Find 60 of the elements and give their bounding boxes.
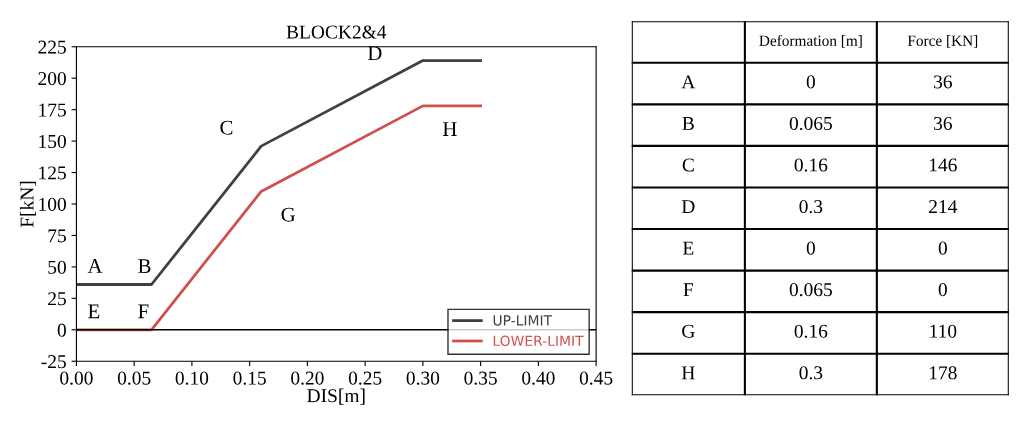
y-tick-label: -25: [41, 355, 66, 369]
data-label: 0.065: [789, 283, 832, 297]
y-tick-label: 0: [57, 323, 66, 337]
data-label: 110: [930, 324, 957, 338]
data-label: 0.3: [799, 366, 823, 380]
category-label: C: [682, 158, 694, 172]
data-label: 214: [929, 200, 958, 213]
data-label: 0.3: [799, 200, 823, 214]
data-label: 0.16: [794, 158, 828, 172]
annotation: F: [138, 304, 149, 319]
annotation: G: [281, 207, 296, 222]
x-tick-label: 0.30: [406, 371, 440, 385]
legend-label: LOWER-LIMIT: [493, 335, 584, 347]
text: Force [KN]: [907, 35, 978, 48]
x-tick-label: 0.25: [348, 371, 382, 385]
data-label: 36: [934, 75, 952, 89]
category-label: G: [682, 324, 695, 338]
y-tick-label: 25: [48, 292, 66, 306]
x-tick-label: 0.35: [464, 371, 497, 385]
data-label: 0: [806, 241, 815, 255]
data-label: 36: [934, 116, 952, 131]
y-tick-label: 200: [38, 72, 66, 86]
x-tick-label: 0.20: [291, 371, 324, 385]
data-label: 0.065: [789, 116, 832, 131]
data-label: 178: [929, 366, 957, 380]
category-label: E: [682, 241, 694, 255]
x-tick-label: 0.10: [175, 371, 209, 385]
data-label: 0: [938, 241, 947, 255]
annotation: H: [442, 122, 457, 136]
annotation: E: [88, 304, 100, 319]
y-tick-label: 150: [39, 134, 66, 149]
data-label: 0: [806, 75, 815, 89]
x-tick-label: 0.05: [117, 371, 151, 385]
text: Deformation [m]: [759, 34, 862, 48]
y-tick-label: 225: [38, 40, 66, 54]
y-tick-label: 175: [39, 103, 66, 117]
category-label: F: [683, 283, 694, 297]
annotation: C: [220, 120, 233, 135]
category-label: D: [681, 200, 695, 213]
legend-label: UP-LIMIT: [493, 315, 553, 326]
annotation: A: [87, 259, 103, 273]
y-axis-title: F[kN]: [19, 181, 36, 228]
x-tick-label: 0.40: [522, 371, 555, 385]
data-label: 0.16: [794, 324, 828, 338]
annotation: B: [138, 259, 151, 273]
y-tick-label: 100: [39, 197, 66, 211]
y-tick-label: 50: [48, 260, 66, 274]
category-label: A: [681, 75, 696, 89]
annotation: D: [367, 46, 382, 61]
chart-title: BLOCK2&4: [286, 25, 387, 39]
category-label: B: [682, 117, 694, 130]
y-tick-label: 75: [48, 229, 66, 243]
data-label: 0: [938, 283, 947, 297]
x-axis-title: DIS[m]: [307, 388, 365, 405]
y-tick-label: 125: [39, 166, 66, 180]
x-tick-label: 0.00: [60, 371, 93, 385]
data-label: 146: [929, 158, 957, 172]
x-tick-label: 0.45: [579, 371, 613, 385]
x-tick-label: 0.15: [233, 371, 266, 385]
category-label: H: [681, 366, 695, 380]
